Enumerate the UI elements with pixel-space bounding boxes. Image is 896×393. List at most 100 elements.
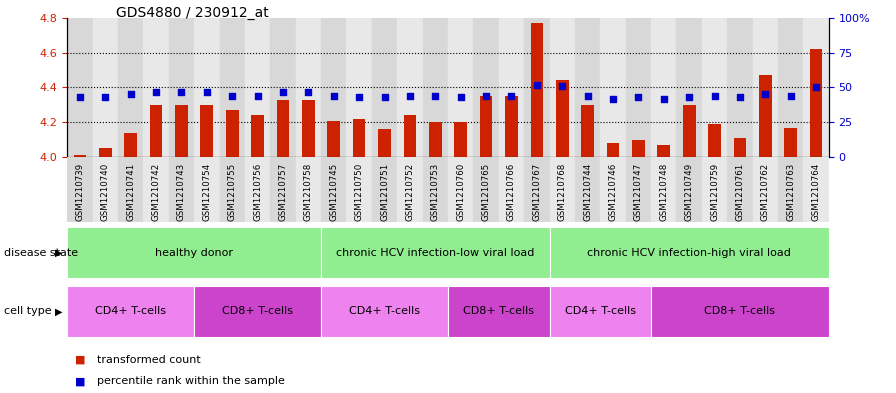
FancyBboxPatch shape — [651, 286, 829, 337]
Bar — [651, 18, 676, 157]
Bar — [784, 128, 797, 393]
Point — [478, 93, 493, 99]
Bar — [676, 157, 702, 222]
Point — [530, 81, 544, 88]
Bar — [625, 157, 651, 222]
Bar — [708, 124, 721, 393]
Bar — [753, 157, 778, 222]
Point — [758, 91, 772, 97]
Bar — [143, 18, 168, 157]
Point — [657, 95, 671, 102]
Text: chronic HCV infection-low viral load: chronic HCV infection-low viral load — [336, 248, 535, 257]
Bar — [810, 49, 823, 393]
Bar — [194, 157, 220, 222]
Bar — [150, 105, 162, 393]
Bar — [804, 157, 829, 222]
Bar — [505, 96, 518, 393]
Point — [682, 94, 696, 100]
Point — [504, 93, 519, 99]
Point — [403, 93, 418, 99]
Bar — [479, 96, 493, 393]
Text: GSM1210754: GSM1210754 — [202, 162, 211, 220]
Bar — [734, 138, 746, 393]
Bar — [423, 18, 448, 157]
Bar — [271, 157, 296, 222]
Point — [124, 91, 138, 97]
Bar — [778, 18, 804, 157]
Text: disease state: disease state — [4, 248, 79, 257]
Point — [352, 94, 366, 100]
Point — [225, 93, 239, 99]
Point — [276, 88, 290, 95]
Text: percentile rank within the sample: percentile rank within the sample — [97, 376, 285, 386]
Text: GSM1210743: GSM1210743 — [177, 162, 186, 220]
Text: GSM1210739: GSM1210739 — [75, 162, 84, 220]
Bar — [327, 121, 340, 393]
Text: GSM1210757: GSM1210757 — [279, 162, 288, 220]
Bar — [92, 18, 118, 157]
Bar — [220, 18, 245, 157]
Bar — [347, 157, 372, 222]
Point — [783, 93, 798, 99]
Text: GSM1210758: GSM1210758 — [304, 162, 313, 220]
Bar — [632, 140, 645, 393]
Text: GSM1210752: GSM1210752 — [405, 162, 415, 220]
Text: CD8+ T-cells: CD8+ T-cells — [222, 307, 293, 316]
Bar — [118, 157, 143, 222]
Bar — [372, 18, 397, 157]
Point — [200, 88, 214, 95]
Bar — [403, 116, 417, 393]
Text: CD8+ T-cells: CD8+ T-cells — [704, 307, 775, 316]
Point — [99, 94, 113, 100]
Bar — [175, 105, 188, 393]
Bar — [201, 105, 213, 393]
Bar — [296, 157, 321, 222]
Bar — [625, 18, 651, 157]
Bar — [347, 18, 372, 157]
Bar — [321, 157, 347, 222]
Point — [301, 88, 315, 95]
Text: GSM1210751: GSM1210751 — [380, 162, 389, 220]
Bar — [530, 23, 543, 393]
Point — [631, 94, 645, 100]
Bar — [454, 122, 467, 393]
Text: chronic HCV infection-high viral load: chronic HCV infection-high viral load — [587, 248, 791, 257]
Bar — [423, 157, 448, 222]
Bar — [778, 157, 804, 222]
Bar — [67, 18, 92, 157]
Bar — [473, 18, 499, 157]
Bar — [549, 18, 575, 157]
Bar — [99, 149, 112, 393]
Text: GSM1210762: GSM1210762 — [761, 162, 770, 220]
Text: GSM1210745: GSM1210745 — [329, 162, 339, 220]
Bar — [556, 81, 569, 393]
Bar — [220, 157, 245, 222]
Bar — [397, 157, 423, 222]
Point — [809, 84, 823, 90]
Bar — [448, 18, 473, 157]
Bar — [67, 157, 92, 222]
Bar — [73, 156, 86, 393]
Bar — [143, 157, 168, 222]
Bar — [600, 18, 625, 157]
Text: GSM1210741: GSM1210741 — [126, 162, 135, 220]
Text: GSM1210763: GSM1210763 — [786, 162, 796, 220]
Point — [733, 94, 747, 100]
Bar — [607, 143, 619, 393]
Bar — [168, 157, 194, 222]
Bar — [575, 157, 600, 222]
Bar — [759, 75, 771, 393]
Text: GSM1210759: GSM1210759 — [710, 162, 719, 220]
Point — [581, 93, 595, 99]
Bar — [251, 116, 264, 393]
Text: GSM1210747: GSM1210747 — [633, 162, 643, 220]
Text: GDS4880 / 230912_at: GDS4880 / 230912_at — [116, 6, 269, 20]
Text: transformed count: transformed count — [97, 354, 201, 365]
Text: GSM1210740: GSM1210740 — [100, 162, 110, 220]
Text: GSM1210765: GSM1210765 — [481, 162, 491, 220]
Point — [556, 83, 570, 89]
Bar — [499, 157, 524, 222]
Bar — [728, 157, 753, 222]
Bar — [582, 105, 594, 393]
Text: healthy donor: healthy donor — [155, 248, 233, 257]
